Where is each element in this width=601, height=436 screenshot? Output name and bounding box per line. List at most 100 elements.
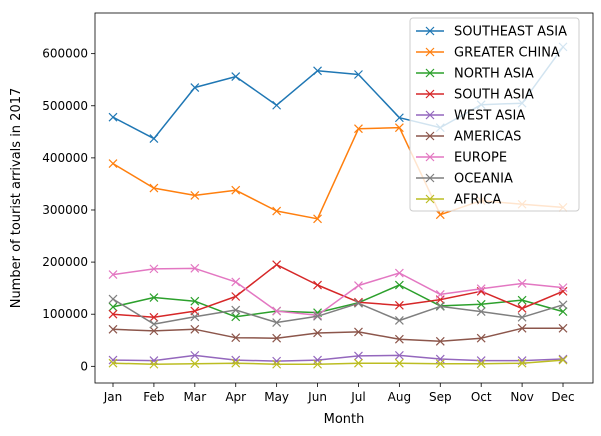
data-point — [354, 358, 363, 368]
data-point — [149, 319, 159, 329]
data-point — [231, 305, 241, 315]
data-point — [108, 309, 118, 319]
legend-label: NORTH ASIA — [454, 67, 534, 82]
data-point — [272, 306, 282, 316]
legend-label: WEST ASIA — [454, 109, 525, 124]
data-point — [108, 358, 118, 368]
data-point — [558, 355, 568, 365]
data-point — [231, 72, 241, 82]
legend-item: SOUTHEAST ASIA — [416, 25, 567, 40]
series-line — [112, 263, 564, 319]
x-axis: Jan Feb Mar Apr May Jun Jul Aug Sep Oct Nov Dec — [103, 383, 575, 404]
x-tick-label: Feb — [143, 390, 164, 404]
series-americas — [108, 323, 568, 346]
x-tick-label: Jan — [103, 390, 123, 404]
data-point — [108, 324, 118, 334]
x-tick-label: Sep — [429, 390, 452, 404]
data-point — [190, 350, 200, 360]
data-point — [149, 312, 159, 322]
y-tick-label: 0 — [80, 359, 88, 373]
data-point — [476, 299, 486, 309]
data-point — [190, 296, 200, 306]
data-point — [558, 354, 568, 364]
series-line — [112, 359, 564, 365]
data-point — [190, 359, 200, 369]
legend-item: AMERICAS — [416, 130, 521, 145]
legend-marker — [425, 194, 435, 204]
y-axis-label: Number of tourist arrivals in 2017 — [9, 88, 24, 309]
data-point — [313, 311, 322, 321]
legend-label: SOUTHEAST ASIA — [454, 25, 567, 40]
data-point — [394, 280, 404, 290]
data-point — [394, 334, 404, 344]
legend-item: OCEANIA — [416, 172, 513, 187]
data-point — [108, 112, 118, 122]
data-point — [394, 113, 404, 123]
legend-marker — [425, 110, 435, 120]
legend-label: GREATER CHINA — [454, 46, 560, 61]
legend-marker — [425, 89, 435, 99]
data-point — [354, 298, 363, 308]
data-point — [558, 323, 568, 333]
data-point — [313, 310, 322, 320]
data-point — [354, 351, 363, 361]
series-line — [112, 284, 564, 318]
data-point — [190, 312, 200, 322]
data-point — [476, 359, 486, 369]
data-point — [435, 336, 445, 346]
data-point — [108, 302, 118, 312]
data-point — [517, 279, 527, 288]
y-tick-label: 600000 — [42, 47, 88, 61]
data-point — [558, 286, 568, 296]
data-point — [313, 66, 322, 76]
data-point — [272, 206, 282, 216]
data-point — [149, 326, 159, 336]
legend-marker — [425, 131, 435, 141]
data-point — [272, 260, 282, 270]
legend-frame — [409, 17, 580, 212]
data-point — [394, 350, 404, 360]
data-point — [435, 289, 445, 299]
legend-label: EUROPE — [454, 151, 507, 166]
x-tick-label: Oct — [471, 390, 492, 404]
data-point — [517, 358, 527, 368]
y-tick-label: 500000 — [42, 99, 88, 113]
data-point — [435, 210, 445, 220]
legend: SOUTHEAST ASIA GREATER CHINA NORTH ASIA SOU… — [409, 17, 580, 212]
data-point — [476, 333, 486, 343]
data-point — [517, 304, 527, 313]
data-point — [354, 70, 363, 79]
series-line — [112, 327, 563, 343]
legend-item: AFRICA — [416, 193, 501, 208]
legend-label: AFRICA — [454, 193, 501, 208]
data-point — [190, 83, 200, 92]
data-point — [231, 185, 241, 195]
plot-frame — [94, 12, 594, 384]
data-point — [394, 358, 404, 368]
data-point — [149, 359, 159, 369]
data-point — [394, 123, 404, 133]
data-point — [394, 300, 404, 310]
data-point — [190, 324, 200, 334]
data-point — [435, 301, 445, 311]
x-tick-label: Nov — [510, 390, 533, 404]
data-point — [313, 280, 322, 290]
data-point — [394, 316, 404, 325]
legend-label: OCEANIA — [454, 172, 513, 187]
data-point — [272, 359, 282, 369]
series-line — [112, 298, 564, 325]
series-europe — [108, 263, 568, 320]
data-point — [108, 294, 118, 304]
data-point — [231, 333, 241, 343]
data-point — [231, 312, 241, 322]
data-point — [558, 283, 568, 293]
data-point — [149, 134, 159, 144]
data-point — [313, 328, 322, 338]
data-point — [272, 100, 282, 110]
data-point — [272, 318, 282, 327]
data-point — [394, 268, 404, 278]
data-point — [517, 312, 527, 322]
series-line — [112, 267, 564, 317]
data-point — [149, 356, 159, 366]
